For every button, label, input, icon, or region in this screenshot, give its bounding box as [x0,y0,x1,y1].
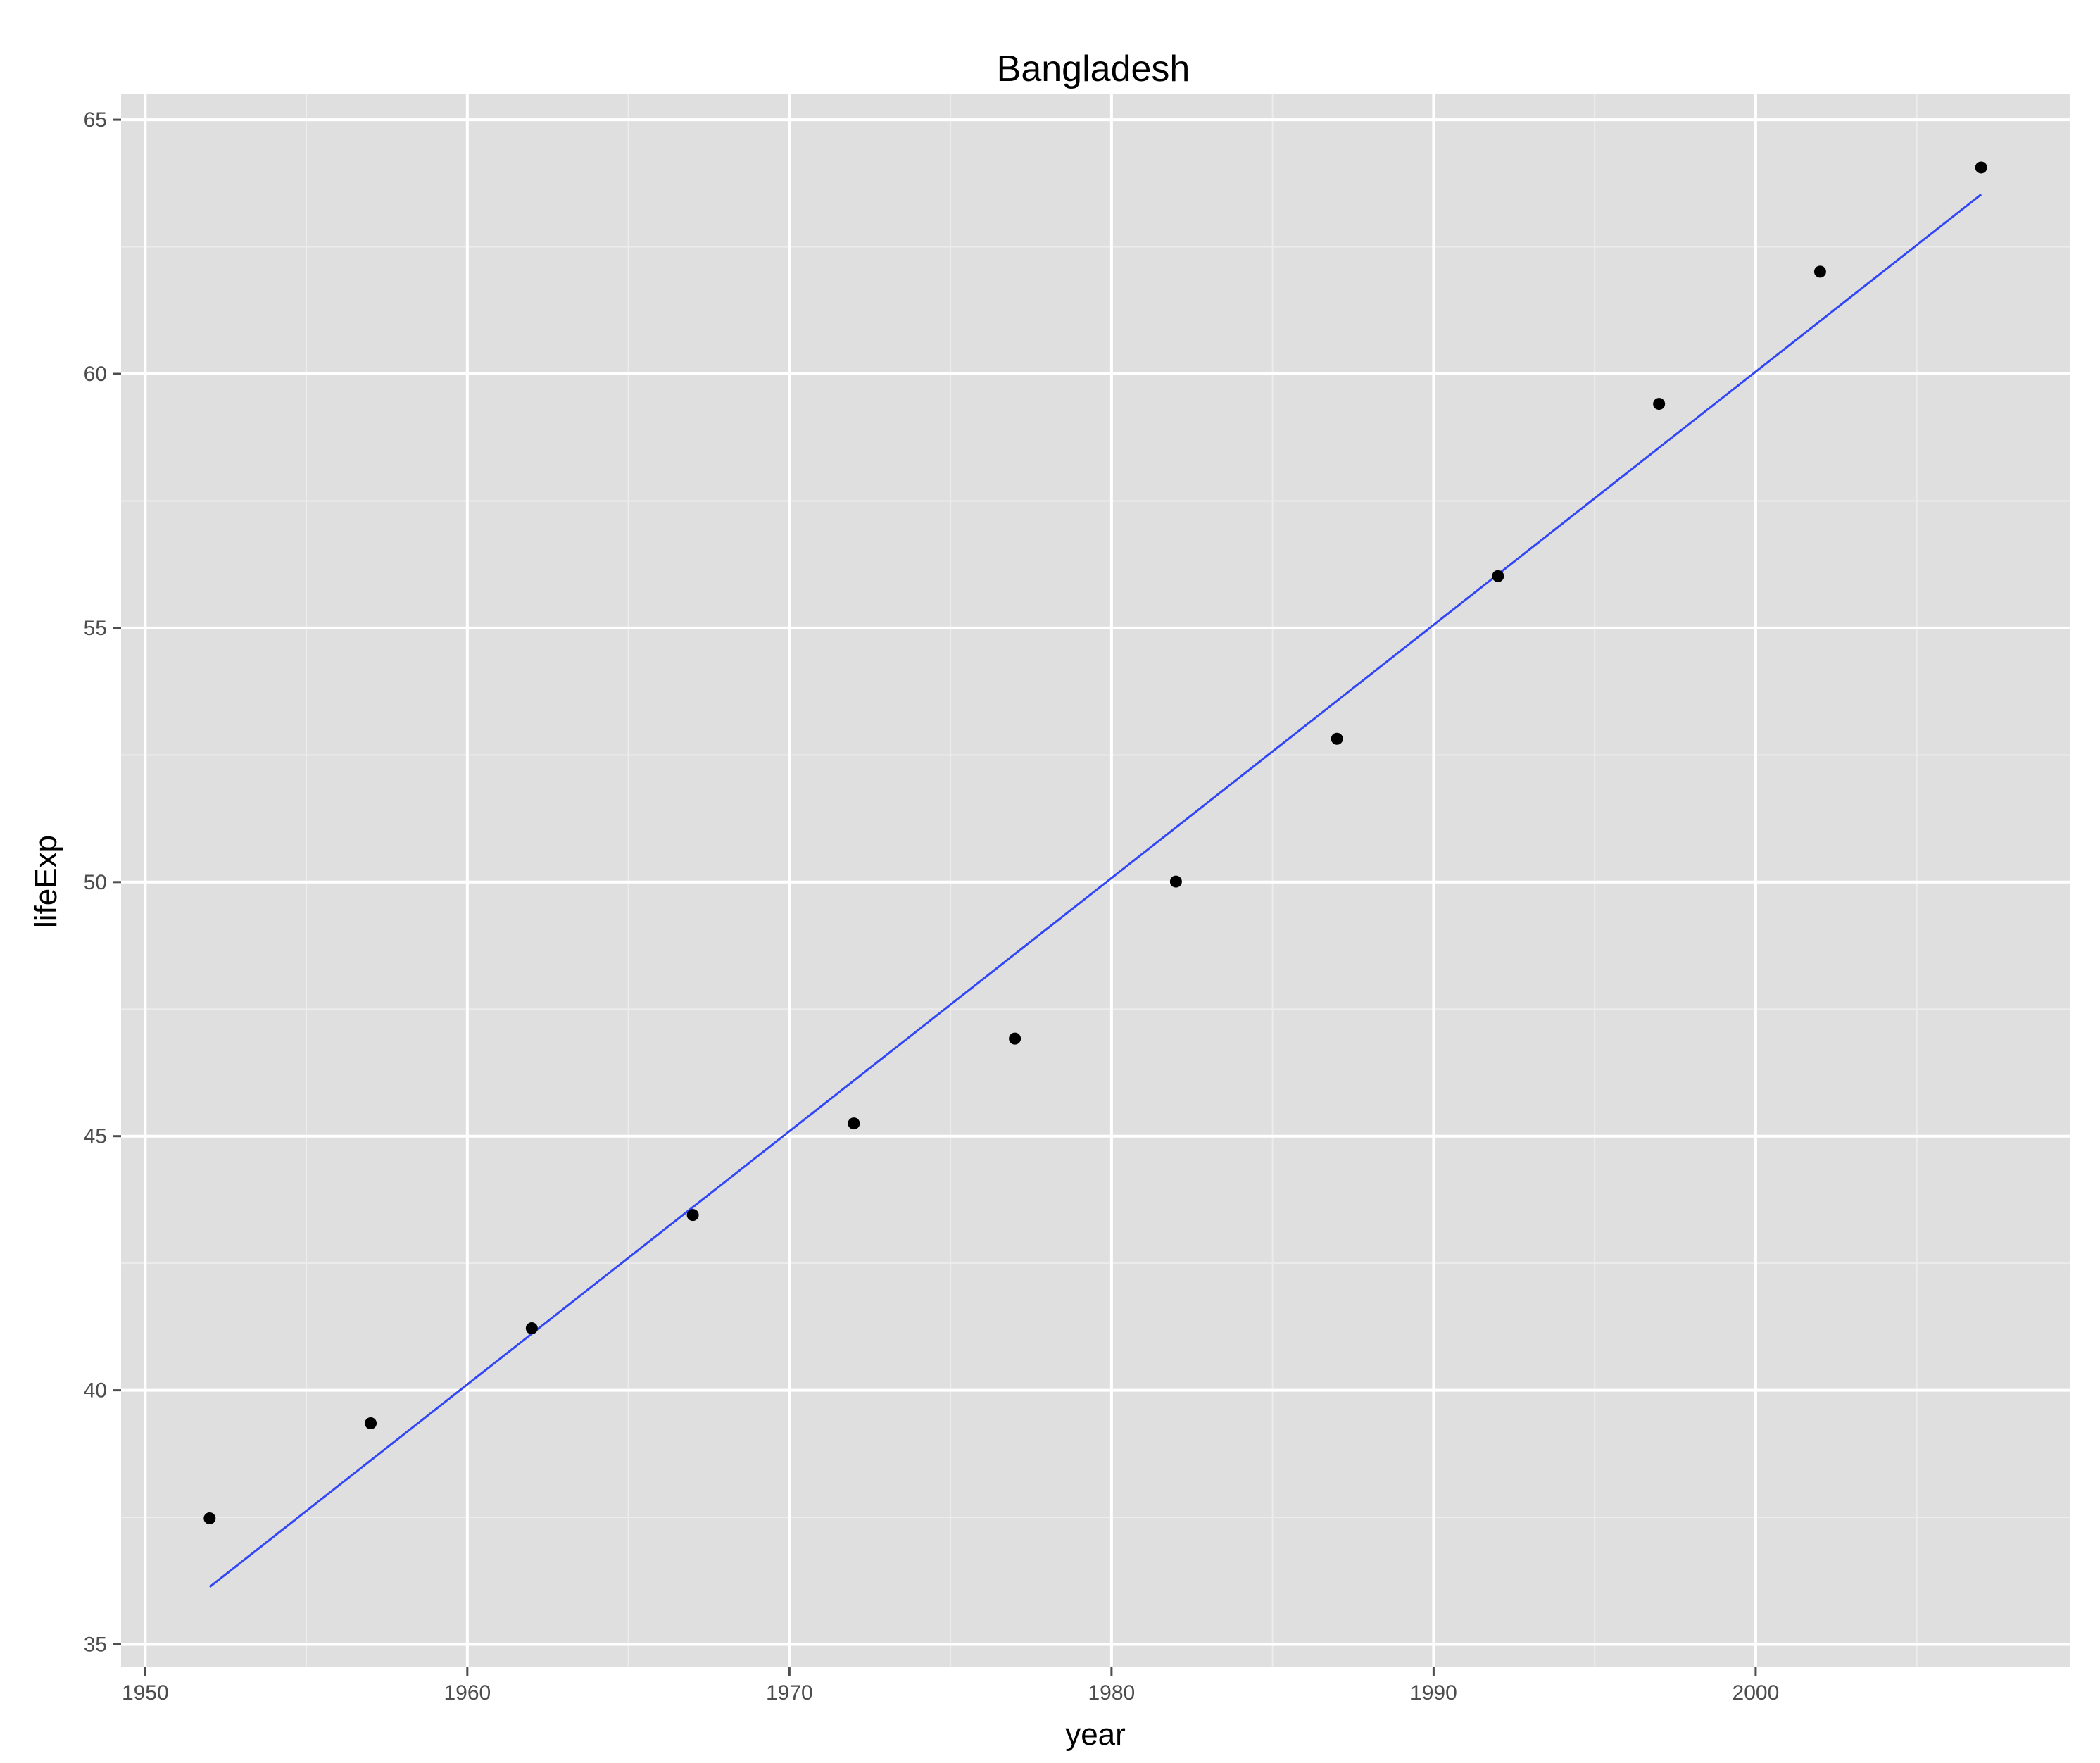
data-point [203,1512,216,1525]
x-tick-label: 1980 [1088,1681,1136,1705]
data-point [1813,265,1826,278]
y-tick-label: 60 [84,363,107,386]
data-point [1169,875,1182,888]
data-point [1492,570,1504,582]
data-point [1331,732,1343,745]
y-axis-title: lifeExp [29,835,63,928]
x-tick-label: 1950 [122,1681,169,1705]
y-tick-label: 45 [84,1125,107,1148]
data-point [686,1209,699,1222]
data-point [525,1322,538,1335]
points-layer [203,161,1987,1525]
y-tick-label: 50 [84,871,107,894]
x-tick-label: 1970 [766,1681,813,1705]
y-tick-label: 40 [84,1379,107,1403]
fit-line-layer [208,194,1982,1588]
x-tick-label: 1960 [444,1681,491,1705]
data-point [1653,398,1666,410]
y-tick-label: 55 [84,617,107,640]
fit-line [208,194,1982,1588]
data-point [1009,1032,1021,1045]
x-axis-ticks: 1950 1960 1970 1980 1990 2000 [122,1667,1779,1705]
y-tick-label: 35 [84,1633,107,1657]
chart-title: Bangladesh [997,49,1190,89]
x-axis-title: year [1065,1717,1126,1752]
y-axis-ticks: 35 40 45 50 55 60 65 [84,108,121,1657]
y-tick-label: 65 [84,108,107,132]
x-tick-label: 2000 [1733,1681,1780,1705]
data-point [365,1417,377,1430]
x-tick-label: 1990 [1410,1681,1457,1705]
data-point [848,1117,860,1130]
data-point [1975,161,1987,174]
major-gridlines [121,94,2070,1667]
